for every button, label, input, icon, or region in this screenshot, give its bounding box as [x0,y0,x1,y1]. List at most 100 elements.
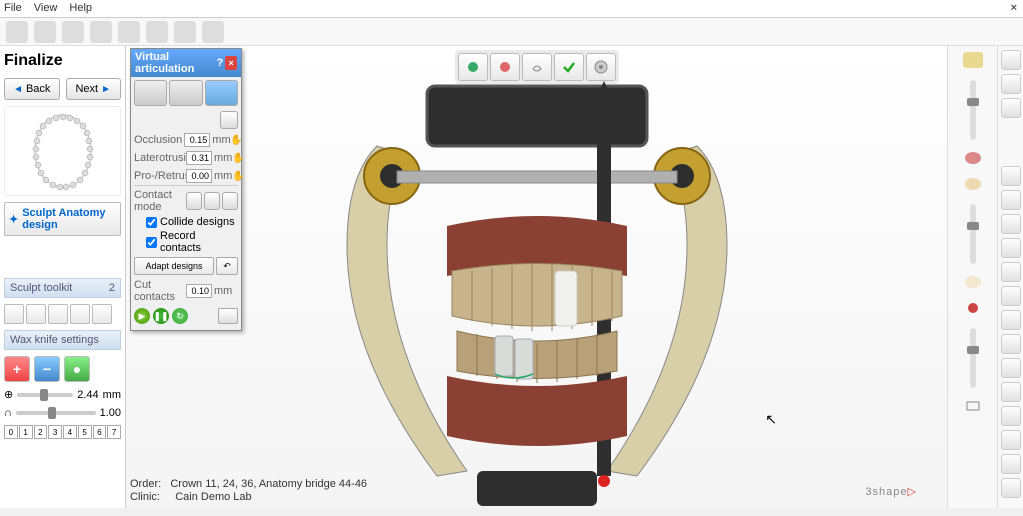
sculpt-tool-3[interactable] [48,304,68,324]
vis-icon-4[interactable] [963,274,983,292]
brand-triangle-icon: ▷ [908,486,917,498]
sculpt-toolkit-label: Sculpt toolkit [10,282,72,294]
wax-remove-button[interactable]: − [34,356,60,382]
clinic-value: Cain Demo Lab [175,491,251,503]
rtool-view8-icon[interactable] [1001,334,1021,354]
rtool-help-icon[interactable] [1001,454,1021,474]
occlusion-label: Occlusion [134,134,182,146]
protrusion-input[interactable] [186,169,212,183]
rtool-view12-icon[interactable] [1001,430,1021,450]
collide-checkbox[interactable] [146,217,157,228]
virtual-articulation-panel[interactable]: Virtual articulation ? × Occlusion mm ✋ … [130,48,242,331]
toolbar-icon-7[interactable] [174,21,196,43]
contact-mode-1[interactable] [186,192,202,210]
sculpt-tool-row [4,304,121,324]
pause-button[interactable]: ❚❚ [153,308,169,324]
vis-slider-1[interactable] [970,80,976,140]
record-button[interactable] [218,308,238,324]
vis-slider-3[interactable] [970,328,976,388]
toolbar-icon-6[interactable] [146,21,168,43]
laterotrusion-hand-icon[interactable]: ✋ [232,153,244,164]
va-close-icon[interactable]: × [225,56,237,70]
rtool-axes-icon[interactable] [1001,98,1021,118]
undo-button[interactable]: ↶ [216,257,238,275]
contact-mode-3[interactable] [222,192,238,210]
toolbar-icon-4[interactable] [90,21,112,43]
protrusion-hand-icon[interactable]: ✋ [232,171,244,182]
menu-view[interactable]: View [34,2,58,15]
occlusion-input[interactable] [184,133,210,147]
vis-icon-1[interactable] [963,52,983,70]
wax-smooth-button[interactable]: ● [64,356,90,382]
rtool-cube-icon[interactable] [1001,50,1021,70]
toolbar-icon-3[interactable] [62,21,84,43]
rtool-fit-icon[interactable] [1001,74,1021,94]
vis-icon-3[interactable] [963,176,983,194]
vis-icon-2[interactable] [963,150,983,168]
va-title: Virtual articulation [135,51,216,75]
preset-5[interactable]: 5 [78,425,92,439]
wax-knife-header[interactable]: Wax knife settings [4,330,121,350]
sculpt-tool-2[interactable] [26,304,46,324]
rtool-view1-icon[interactable] [1001,166,1021,186]
rtool-view9-icon[interactable] [1001,358,1021,378]
size-slider[interactable] [17,393,73,397]
3d-viewport[interactable]: ↖ Order: Crown 11, 24, 36, Anatomy bridg… [126,46,947,508]
record-checkbox[interactable] [146,237,157,248]
next-button[interactable]: Next ► [66,78,122,100]
sculpt-tool-1[interactable] [4,304,24,324]
va-tab-2[interactable] [169,80,202,106]
menu-file[interactable]: File [4,2,22,15]
sculpt-tool-4[interactable] [70,304,90,324]
menu-help[interactable]: Help [69,2,92,15]
va-qmark-icon[interactable]: ? [216,57,223,69]
toolbar-icon-8[interactable] [202,21,224,43]
preset-0[interactable]: 0 [4,425,18,439]
level-value: 1.00 [100,407,121,419]
vis-icon-6[interactable] [963,398,983,416]
preset-7[interactable]: 7 [107,425,121,439]
teeth-chart[interactable] [4,106,121,196]
right-toolbar [997,46,1023,508]
rtool-view4-icon[interactable] [1001,238,1021,258]
sculpt-toolkit-header[interactable]: Sculpt toolkit 2 [4,278,121,298]
preset-1[interactable]: 1 [19,425,33,439]
rtool-view11-icon[interactable] [1001,406,1021,426]
rtool-view10-icon[interactable] [1001,382,1021,402]
toolbar-icon-5[interactable] [118,21,140,43]
rtool-settings-icon[interactable] [1001,478,1021,498]
va-titlebar[interactable]: Virtual articulation ? × [131,49,241,77]
contact-mode-label: Contact mode [134,189,184,213]
preset-2[interactable]: 2 [34,425,48,439]
back-button[interactable]: ◄ Back [4,78,60,100]
toolbar-icon-2[interactable] [34,21,56,43]
preset-6[interactable]: 6 [93,425,107,439]
va-tab-1[interactable] [134,80,167,106]
toolbar-icon-1[interactable] [6,21,28,43]
level-slider[interactable] [16,411,96,415]
preset-4[interactable]: 4 [63,425,77,439]
laterotrusion-input[interactable] [186,151,212,165]
rtool-view5-icon[interactable] [1001,262,1021,282]
preset-3[interactable]: 3 [48,425,62,439]
vis-slider-2[interactable] [970,204,976,264]
rtool-view3-icon[interactable] [1001,214,1021,234]
rtool-view6-icon[interactable] [1001,286,1021,306]
sculpt-tool-5[interactable] [92,304,112,324]
loop-button[interactable]: ↻ [172,308,188,324]
va-clock-icon[interactable] [220,111,238,129]
size-value: 2.44 [77,389,98,401]
rtool-view2-icon[interactable] [1001,190,1021,210]
rtool-view7-icon[interactable] [1001,310,1021,330]
main-toolbar [0,18,1023,46]
contact-mode-2[interactable] [204,192,220,210]
play-button[interactable]: ▶ [134,308,150,324]
va-tab-3[interactable] [205,80,238,106]
cut-contacts-input[interactable] [186,284,212,298]
occlusion-hand-icon[interactable]: ✋ [230,135,242,146]
vis-icon-5[interactable] [963,300,983,318]
adapt-button[interactable]: Adapt designs [134,257,214,275]
close-icon[interactable]: × [1011,2,1017,14]
wax-add-button[interactable]: + [4,356,30,382]
sculpt-anatomy-button[interactable]: ✦ Sculpt Anatomy design [4,202,121,236]
